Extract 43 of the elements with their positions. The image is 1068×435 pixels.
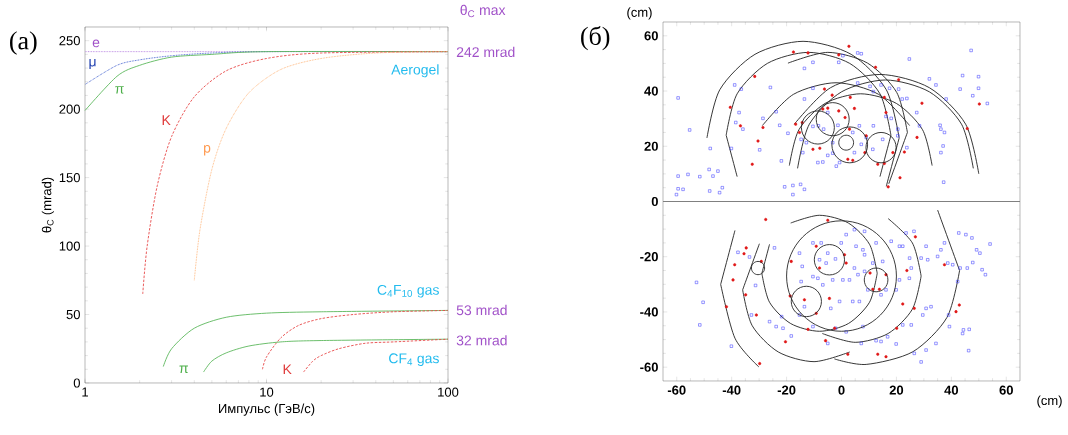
y-tick-label: 40 bbox=[644, 86, 658, 96]
y-tick-label: 100 bbox=[59, 241, 80, 251]
x-tick-label: 1 bbox=[82, 387, 88, 397]
y-tick-label: 200 bbox=[59, 104, 80, 114]
y-tick-label: 0 bbox=[651, 196, 658, 207]
annotation: p bbox=[204, 145, 211, 156]
text: (б) bbox=[581, 26, 610, 51]
y-tick-label: -60 bbox=[640, 362, 658, 372]
x-tick-label: -60 bbox=[667, 385, 686, 395]
annotation: CF$_{4}$ gas bbox=[389, 353, 439, 367]
x-tick-label: -40 bbox=[722, 385, 741, 395]
text: θ$_{C}$ max bbox=[460, 4, 506, 18]
y-axis-title: (cm) bbox=[627, 7, 652, 20]
text: 32 mrad bbox=[456, 335, 507, 346]
y-tick-label: 150 bbox=[59, 173, 80, 183]
annotation: K bbox=[283, 364, 292, 375]
y-tick-label: 20 bbox=[644, 141, 658, 151]
y-tick-label: 60 bbox=[644, 31, 658, 41]
y-tick-label: 250 bbox=[59, 36, 80, 46]
x-tick-label: -20 bbox=[777, 385, 796, 395]
y-tick-label: 0 bbox=[73, 378, 80, 388]
y-tick-label: 50 bbox=[66, 309, 80, 320]
x-tick-label: 60 bbox=[999, 385, 1013, 395]
annotation: π bbox=[115, 86, 124, 94]
annotation: K bbox=[162, 115, 171, 125]
annotation: C$_{4}$F$_{10}$ gas bbox=[377, 284, 439, 298]
y-tick-label: -20 bbox=[640, 252, 658, 262]
y-tick-label: -40 bbox=[640, 307, 658, 317]
x-tick-label: 20 bbox=[889, 385, 904, 395]
x-axis-title: (cm) bbox=[1037, 395, 1062, 408]
text: 242 mrad bbox=[456, 46, 515, 58]
x-tick-label: 10 bbox=[260, 387, 274, 397]
x-axis-title: Импульс (ГэВ/c) bbox=[219, 403, 315, 416]
annotation: e bbox=[92, 39, 100, 48]
x-tick-label: 40 bbox=[944, 385, 959, 395]
text: (a) bbox=[10, 31, 37, 55]
x-tick-label: 100 bbox=[438, 387, 459, 397]
annotation: π bbox=[179, 365, 188, 374]
y-axis-title: θ$_{C}$ (mrad) bbox=[41, 177, 54, 233]
annotation: Aerogel bbox=[391, 64, 439, 78]
x-tick-label: 0 bbox=[838, 385, 845, 395]
annotation: μ bbox=[89, 58, 96, 69]
text: 53 mrad bbox=[456, 304, 507, 316]
